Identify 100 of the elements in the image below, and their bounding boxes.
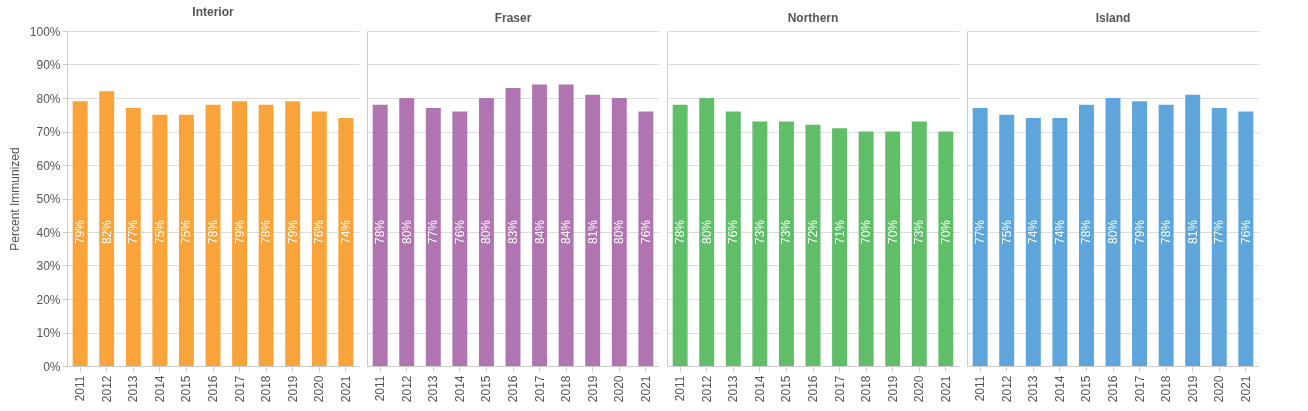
chart-title: Interior [192,5,234,19]
bar [1185,94,1201,366]
x-tick-label: 2015 [179,375,194,403]
x-tick-label: 2014 [1052,375,1067,403]
x-tick-label: 2014 [152,375,167,403]
data-label: 73% [912,219,927,245]
data-label: 70% [938,219,953,245]
bar [285,101,301,366]
data-label: 73% [779,219,794,245]
x-tick-label: 2020 [1212,375,1227,403]
x-tick-label: 2021 [638,375,653,403]
x-tick-label: 2015 [479,375,494,403]
bar [1105,98,1121,366]
bar [725,111,741,366]
x-tick-label: 2020 [312,375,327,403]
data-label: 79% [73,219,88,245]
data-label: 80% [1106,219,1120,245]
data-label: 74% [1052,219,1067,245]
data-label: 78% [373,219,388,245]
bar [178,114,194,366]
y-tick-label: 80% [36,91,61,106]
x-tick-label: 2014 [752,375,767,403]
data-label: 78% [259,219,274,245]
x-tick-label: 2018 [859,375,874,403]
y-tick-label: 30% [36,259,61,273]
bar [1211,108,1227,366]
data-label: 76% [312,219,327,245]
bar [1158,104,1174,366]
data-label: 76% [452,219,467,245]
data-label: 80% [612,219,627,245]
x-tick-label: 2019 [1185,375,1200,403]
data-label: 79% [1132,219,1147,245]
x-tick-label: 2011 [373,375,388,402]
data-label: 81% [1185,219,1200,245]
x-tick-label: 2013 [126,375,141,403]
x-tick-label: 2011 [73,375,88,402]
x-tick-label: 2016 [806,375,820,403]
bar [125,108,141,366]
data-label: 72% [806,219,820,245]
data-label: 77% [126,219,141,245]
data-label: 77% [426,219,441,245]
data-label: 75% [179,219,194,245]
chart-title: Northern [787,11,839,25]
y-tick-label: 60% [36,158,61,173]
y-tick-label: 100% [29,24,61,39]
x-tick-label: 2015 [779,375,794,403]
bar [1132,101,1148,366]
x-tick-label: 2017 [532,375,547,403]
bar [999,114,1015,366]
y-tick-label: 50% [36,192,61,206]
bar [911,121,927,366]
x-tick-label: 2018 [559,375,574,403]
data-label: 78% [673,219,688,245]
data-label: 78% [1159,219,1174,245]
data-label: 80% [479,219,494,245]
bar [311,111,327,366]
x-tick-label: 2012 [99,375,114,403]
x-tick-label: 2012 [699,375,714,403]
data-label: 80% [699,219,714,245]
bar [885,131,901,366]
x-tick-label: 2019 [585,375,600,403]
chart-title: Island [1095,11,1131,25]
data-label: 78% [206,219,220,245]
bar [152,114,168,366]
data-label: 75% [999,219,1014,245]
bar [672,104,688,366]
x-tick-label: 2015 [1079,375,1094,403]
bar [1238,111,1254,366]
y-tick-label: 20% [36,292,61,307]
x-tick-label: 2017 [232,375,247,403]
data-label: 81% [585,219,600,245]
x-tick-label: 2019 [285,375,300,403]
x-tick-label: 2016 [506,375,520,403]
bar [752,121,768,366]
data-label: 79% [232,219,247,245]
y-tick-label: 10% [36,326,61,340]
bar [205,104,221,366]
x-tick-label: 2012 [999,375,1014,403]
data-label: 70% [859,219,874,245]
x-tick-label: 2013 [426,375,441,403]
data-label: 73% [752,219,767,245]
bar [1052,118,1068,366]
data-label: 76% [638,219,653,245]
x-tick-label: 2017 [832,375,847,403]
x-tick-label: 2016 [1106,375,1120,403]
bar [232,101,248,366]
x-tick-label: 2011 [673,375,688,402]
x-tick-label: 2021 [938,375,953,403]
data-label: 84% [532,219,547,245]
data-label: 70% [885,219,900,245]
x-tick-label: 2021 [1238,375,1253,403]
bar [832,128,848,366]
x-tick-label: 2021 [338,375,353,403]
y-tick-label: 0% [43,359,61,374]
data-label: 77% [973,219,988,245]
data-label: 79% [285,219,300,245]
y-tick-label: 70% [36,125,61,139]
data-label: 76% [726,219,741,245]
data-label: 84% [559,219,574,245]
bar [972,108,988,366]
